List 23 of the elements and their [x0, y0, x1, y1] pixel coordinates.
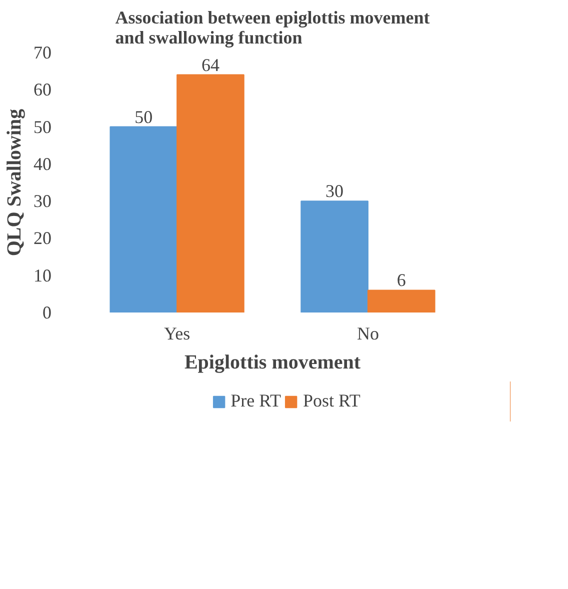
legend-label: Pre RT [230, 390, 281, 412]
bar [367, 290, 436, 312]
data-label: 6 [396, 270, 406, 290]
y-tick-label: 20 [34, 228, 52, 248]
y-tick-label: 60 [34, 80, 52, 100]
y-tick-label: 40 [34, 154, 52, 174]
y-tick-label: 10 [34, 265, 52, 286]
legend-label: Post RT [302, 390, 360, 412]
data-label: 50 [134, 106, 153, 127]
y-axis-title: QLQ Swallowing [4, 108, 26, 256]
y-tick-label: 70 [34, 42, 52, 62]
chart-title: Association between epiglottis movement and swallowing function [115, 8, 430, 48]
x-tick-label: Yes [164, 324, 190, 344]
y-tick-label: 50 [34, 116, 52, 137]
bar [176, 74, 244, 312]
bar [110, 126, 178, 312]
bar [300, 200, 368, 312]
x-tick-label: No [356, 324, 379, 344]
y-tick-label: 30 [34, 191, 52, 212]
data-label: 64 [201, 54, 220, 75]
data-label: 30 [326, 181, 344, 202]
y-tick-label: 0 [42, 302, 52, 322]
x-axis-title: Epiglottis movement [184, 352, 361, 374]
